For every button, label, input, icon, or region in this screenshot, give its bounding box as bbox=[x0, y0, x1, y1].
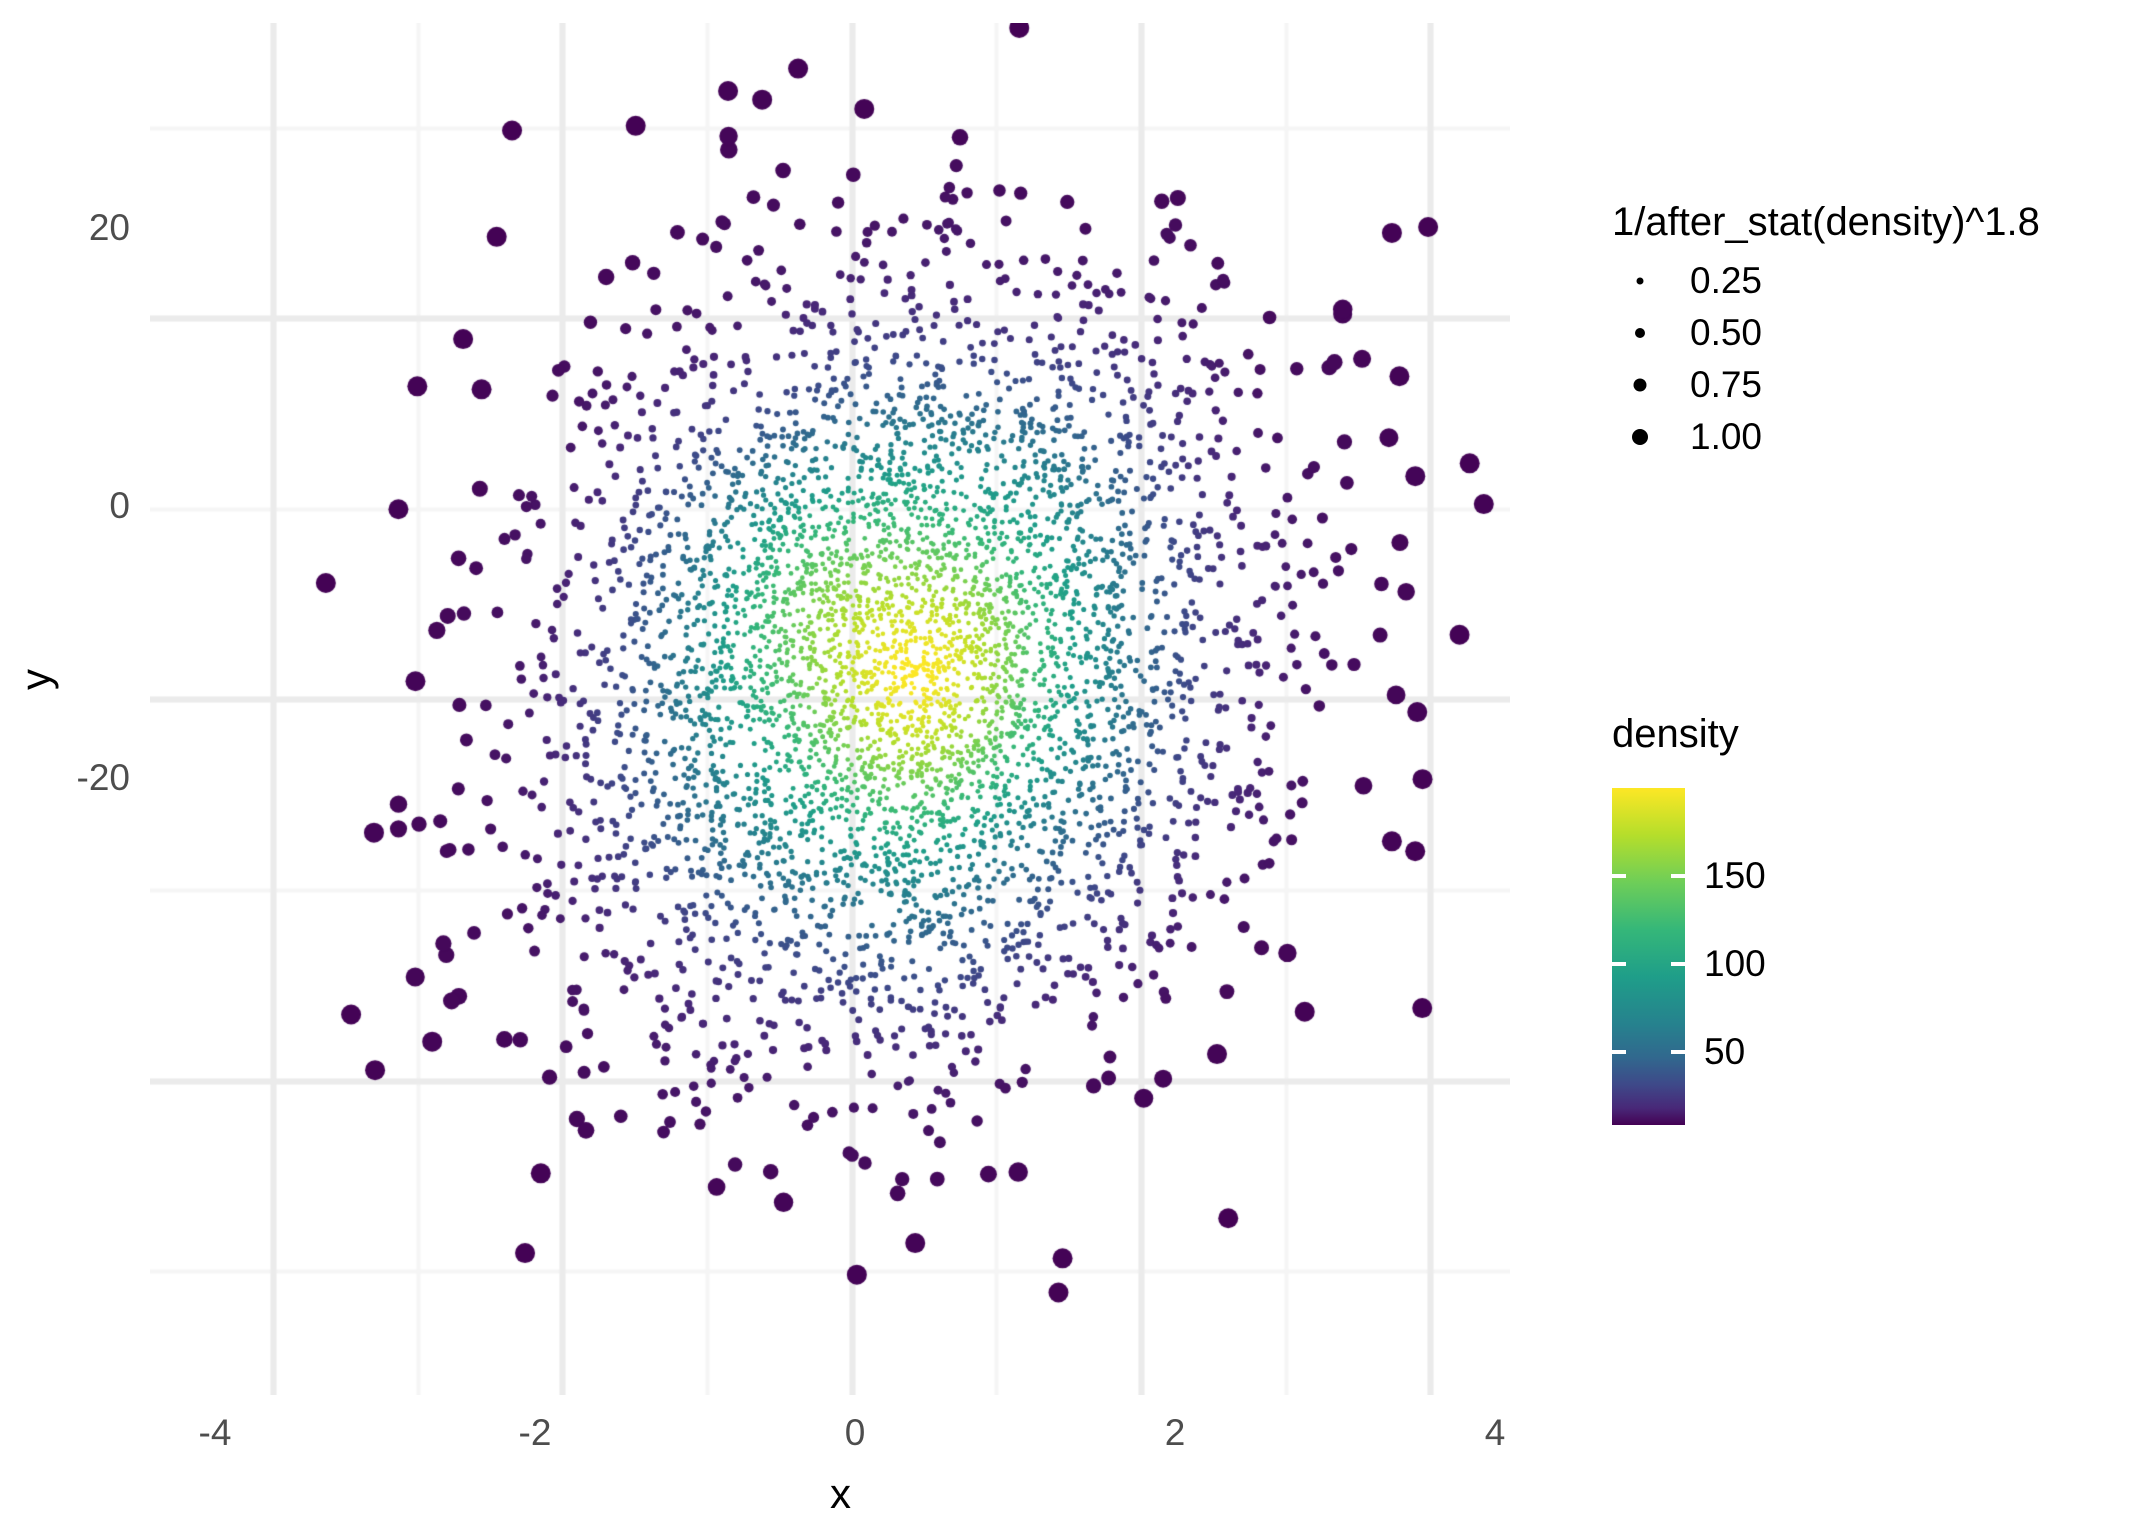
size-key-dot-icon bbox=[1612, 307, 1668, 359]
colourbar-tick bbox=[1612, 962, 1626, 966]
size-legend-key[interactable]: 0.75 bbox=[1612, 359, 1912, 411]
legend-column: 1/after_stat(density)^1.8 0.25 0.50 0.75 bbox=[1612, 0, 2149, 1535]
y-axis-title: y bbox=[12, 669, 59, 690]
y-tick-label: -20 bbox=[76, 757, 130, 798]
colourbar-tick bbox=[1612, 1050, 1626, 1054]
colourbar-tick bbox=[1671, 1050, 1685, 1054]
size-key-dot-icon bbox=[1612, 255, 1668, 307]
size-key-label: 0.50 bbox=[1690, 312, 1763, 353]
colour-legend-title: density bbox=[1612, 712, 1739, 756]
colourbar-gradient bbox=[1612, 788, 1685, 1125]
colourbar-tick-label: 150 bbox=[1704, 855, 1766, 896]
x-tick-label: 0 bbox=[844, 1412, 866, 1453]
y-tick-label: 20 bbox=[88, 207, 130, 248]
size-legend-title: 1/after_stat(density)^1.8 bbox=[1612, 200, 2040, 244]
colourbar-tick bbox=[1612, 874, 1626, 878]
size-key-dot-icon bbox=[1612, 411, 1668, 463]
colourbar-tick-label: 50 bbox=[1704, 1031, 1746, 1072]
x-tick-label: 2 bbox=[1164, 1412, 1186, 1453]
size-legend-key[interactable]: 0.50 bbox=[1612, 307, 1912, 359]
x-tick-label: -4 bbox=[198, 1412, 232, 1453]
size-key-label: 0.75 bbox=[1690, 364, 1763, 405]
size-key-dot-icon bbox=[1612, 359, 1668, 411]
colourbar-tick bbox=[1671, 874, 1685, 878]
size-legend-key[interactable]: 1.00 bbox=[1612, 411, 1912, 463]
scatter-points-canvas bbox=[150, 23, 1510, 1395]
size-legend-keys: 0.25 0.50 0.75 1.00 bbox=[1612, 255, 1912, 463]
size-key-label: 0.25 bbox=[1690, 260, 1763, 301]
size-legend-key[interactable]: 0.25 bbox=[1612, 255, 1912, 307]
x-axis-title: x bbox=[830, 1470, 851, 1517]
size-key-label: 1.00 bbox=[1690, 416, 1763, 457]
plot-panel bbox=[150, 23, 1510, 1395]
x-tick-label: -2 bbox=[518, 1412, 552, 1453]
x-tick-label: 4 bbox=[1484, 1412, 1506, 1453]
density-colourbar[interactable]: 150 100 50 bbox=[1612, 788, 1912, 1128]
colourbar-tick-label: 100 bbox=[1704, 943, 1766, 984]
y-tick-label: 0 bbox=[109, 485, 130, 526]
colourbar-tick bbox=[1671, 962, 1685, 966]
